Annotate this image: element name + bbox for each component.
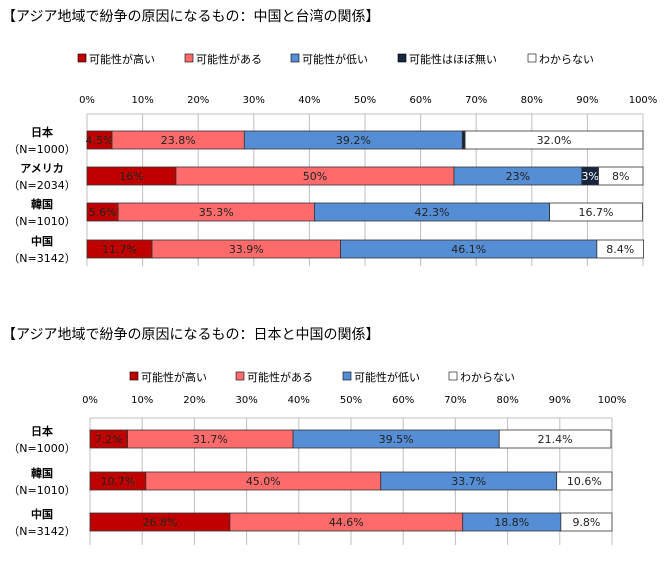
x-tick-label: 30%: [243, 95, 265, 106]
category-n: （N=1000）: [8, 143, 75, 156]
bar-segment-unknown: [598, 166, 644, 186]
data-label: 35.3%: [199, 206, 234, 219]
data-label: 39.2%: [336, 134, 371, 147]
x-tick-label: 0%: [79, 95, 95, 106]
bar-segment-unknown: [596, 239, 644, 259]
bar-segment-unknown: [560, 512, 613, 532]
x-tick-label: 100%: [629, 95, 658, 106]
legend-label: 可能性が低い: [302, 52, 368, 66]
x-tick-label: 10%: [131, 395, 153, 406]
data-label: 16%: [119, 170, 143, 183]
x-tick-label: 60%: [392, 395, 414, 406]
category-n: （N=3142）: [8, 525, 75, 538]
data-label: 50%: [303, 170, 327, 183]
x-tick-label: 0%: [82, 395, 98, 406]
legend-swatch-high: [77, 53, 87, 63]
legend-label: 可能性がある: [247, 370, 313, 384]
category-n: （N=3142）: [8, 252, 75, 265]
category-n: （N=2034）: [8, 179, 75, 192]
x-tick-label: 40%: [298, 95, 320, 106]
legend-label: わからない: [539, 53, 594, 66]
bar-segment-unknown: [498, 429, 612, 449]
x-tick-label: 100%: [598, 395, 627, 406]
data-label: 10.7%: [100, 475, 135, 488]
x-tick-label: 10%: [131, 95, 153, 106]
bar-segment-unknown: [556, 471, 613, 491]
data-label: 46.1%: [451, 243, 486, 256]
legend-swatch-high: [129, 371, 139, 381]
data-label: 5.6%: [89, 206, 117, 219]
legend-label: 可能性はほぼ無い: [409, 52, 497, 66]
data-label: 42.3%: [415, 206, 450, 219]
data-label: 16.7%: [579, 206, 614, 219]
x-tick-label: 50%: [340, 395, 362, 406]
category-label: 日本: [31, 125, 53, 139]
category-n: （N=1000）: [8, 442, 75, 455]
x-tick-label: 70%: [444, 395, 466, 406]
data-label: 45.0%: [246, 475, 281, 488]
data-label: 18.8%: [494, 516, 529, 529]
legend-swatch-low: [290, 53, 300, 63]
chart-title-1: 【アジア地域で紛争の原因になるもの：中国と台湾の関係】: [2, 9, 380, 25]
x-tick-label: 70%: [465, 95, 487, 106]
x-tick-label: 20%: [187, 95, 209, 106]
legend-swatch-some: [235, 371, 245, 381]
category-label: 中国: [31, 507, 53, 521]
legend-swatch-some: [184, 53, 194, 63]
category-n: （N=1010）: [8, 215, 75, 228]
data-label: 8%: [612, 170, 629, 183]
bar-segment-none: [461, 130, 466, 150]
legend-label: わからない: [460, 371, 515, 384]
data-label: 21.4%: [538, 433, 573, 446]
x-tick-label: 50%: [354, 95, 376, 106]
data-label: 10.6%: [567, 475, 602, 488]
data-label: 9.8%: [572, 516, 600, 529]
x-tick-label: 30%: [235, 395, 257, 406]
data-label: 7.2%: [95, 433, 123, 446]
category-label: 韓国: [31, 466, 53, 480]
x-tick-label: 90%: [549, 395, 571, 406]
x-tick-label: 60%: [409, 95, 431, 106]
legend-swatch-unknown: [527, 53, 537, 63]
data-label: 33.9%: [229, 243, 264, 256]
data-label: 8.4%: [606, 243, 634, 256]
data-label: 31.7%: [193, 433, 228, 446]
data-label: 26.8%: [142, 516, 177, 529]
data-label: 32.0%: [537, 134, 572, 147]
data-label: 3%: [581, 170, 598, 183]
data-label: 39.5%: [379, 433, 414, 446]
data-label: 23.8%: [161, 134, 196, 147]
category-label: 中国: [31, 234, 53, 248]
category-label: 日本: [31, 424, 53, 438]
legend-label: 可能性が高い: [89, 52, 155, 66]
legend-swatch-none: [397, 53, 407, 63]
bar-segment-unknown: [549, 202, 643, 222]
bar-segment-unknown: [464, 130, 644, 150]
x-tick-label: 90%: [576, 95, 598, 106]
data-label: 11.7%: [102, 243, 137, 256]
data-label: 33.7%: [451, 475, 486, 488]
x-tick-label: 40%: [288, 395, 310, 406]
legend-label: 可能性がある: [196, 52, 262, 66]
category-label: アメリカ: [20, 162, 63, 175]
data-label: 44.6%: [329, 516, 364, 529]
legend-label: 可能性が低い: [354, 370, 420, 384]
data-label: 4.5%: [86, 134, 114, 147]
data-label: 23%: [506, 170, 530, 183]
category-n: （N=1010）: [8, 484, 75, 497]
x-tick-label: 20%: [183, 395, 205, 406]
legend-label: 可能性が高い: [141, 370, 207, 384]
legend-swatch-low: [342, 371, 352, 381]
legend-swatch-unknown: [448, 371, 458, 381]
x-tick-label: 80%: [496, 395, 518, 406]
chart-title-2: 【アジア地域で紛争の原因になるもの：日本と中国の関係】: [2, 327, 380, 343]
x-tick-label: 80%: [521, 95, 543, 106]
category-label: 韓国: [31, 197, 53, 211]
